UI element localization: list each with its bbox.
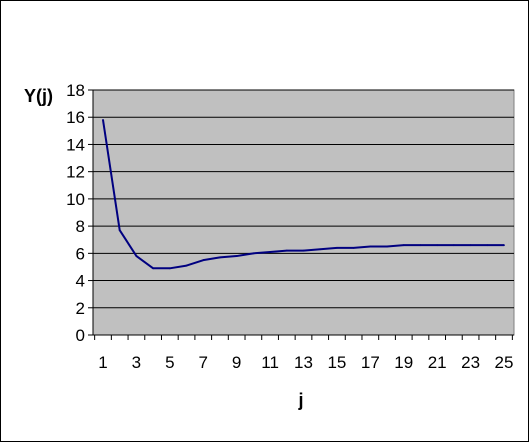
data-point	[436, 244, 439, 247]
data-point	[469, 244, 472, 247]
data-point	[386, 245, 388, 248]
x-tick-label: 19	[394, 353, 413, 372]
y-tick-label: 16	[66, 108, 85, 127]
data-point	[486, 244, 489, 247]
data-point	[302, 249, 305, 252]
x-tick-label: 11	[261, 353, 279, 372]
data-point	[168, 267, 171, 270]
x-tick-label: 9	[232, 353, 241, 372]
x-tick-labels: 1 3 5 7 9 11 13 15 17 19 21 23 25	[98, 353, 513, 372]
data-point	[285, 249, 288, 252]
y-tick-label: 10	[66, 190, 85, 209]
data-point	[336, 246, 338, 249]
x-tick-label: 5	[165, 353, 174, 372]
x-tick-label: 7	[199, 353, 208, 372]
y-tick-labels: 0 2 4 6 8 10 12 14 16 18	[66, 81, 85, 345]
data-point	[202, 259, 205, 262]
data-point	[118, 229, 121, 232]
data-point	[352, 246, 355, 249]
x-tick-label: 13	[294, 353, 313, 372]
data-point	[185, 264, 188, 267]
y-tick-label: 6	[76, 244, 85, 263]
series-layer	[102, 119, 505, 270]
y-tick-label: 12	[66, 163, 85, 182]
x-tick-label: 15	[327, 353, 346, 372]
data-point	[452, 244, 455, 247]
data-point	[402, 244, 405, 247]
axes	[88, 89, 514, 340]
plot-area	[92, 89, 515, 336]
x-tick-label: 1	[98, 353, 107, 372]
y-tick-label: 18	[66, 81, 85, 100]
data-point	[102, 119, 104, 121]
data-point	[503, 244, 505, 247]
y-tick-label: 14	[66, 135, 85, 154]
y-tick-label: 0	[76, 326, 85, 345]
data-point	[269, 251, 271, 253]
y-tick-label: 4	[76, 272, 85, 291]
data-point	[152, 267, 155, 270]
x-tick-label: 21	[428, 353, 447, 372]
x-tick-label: 3	[132, 353, 141, 372]
x-axis-title: j	[297, 390, 303, 410]
y-axis-title: Y(j)	[24, 86, 53, 106]
x-tick-label: 17	[361, 353, 380, 372]
data-point	[219, 256, 221, 259]
data-point	[369, 245, 372, 248]
x-tick-label: 23	[461, 353, 480, 372]
y-tick-label: 8	[76, 217, 85, 236]
data-point	[319, 248, 322, 251]
data-point	[419, 244, 422, 247]
data-point	[252, 252, 255, 255]
y-tick-label: 2	[76, 299, 85, 318]
x-tick-label: 25	[495, 353, 514, 372]
data-point	[235, 255, 238, 257]
gridlines	[93, 89, 514, 309]
data-point	[135, 255, 138, 257]
